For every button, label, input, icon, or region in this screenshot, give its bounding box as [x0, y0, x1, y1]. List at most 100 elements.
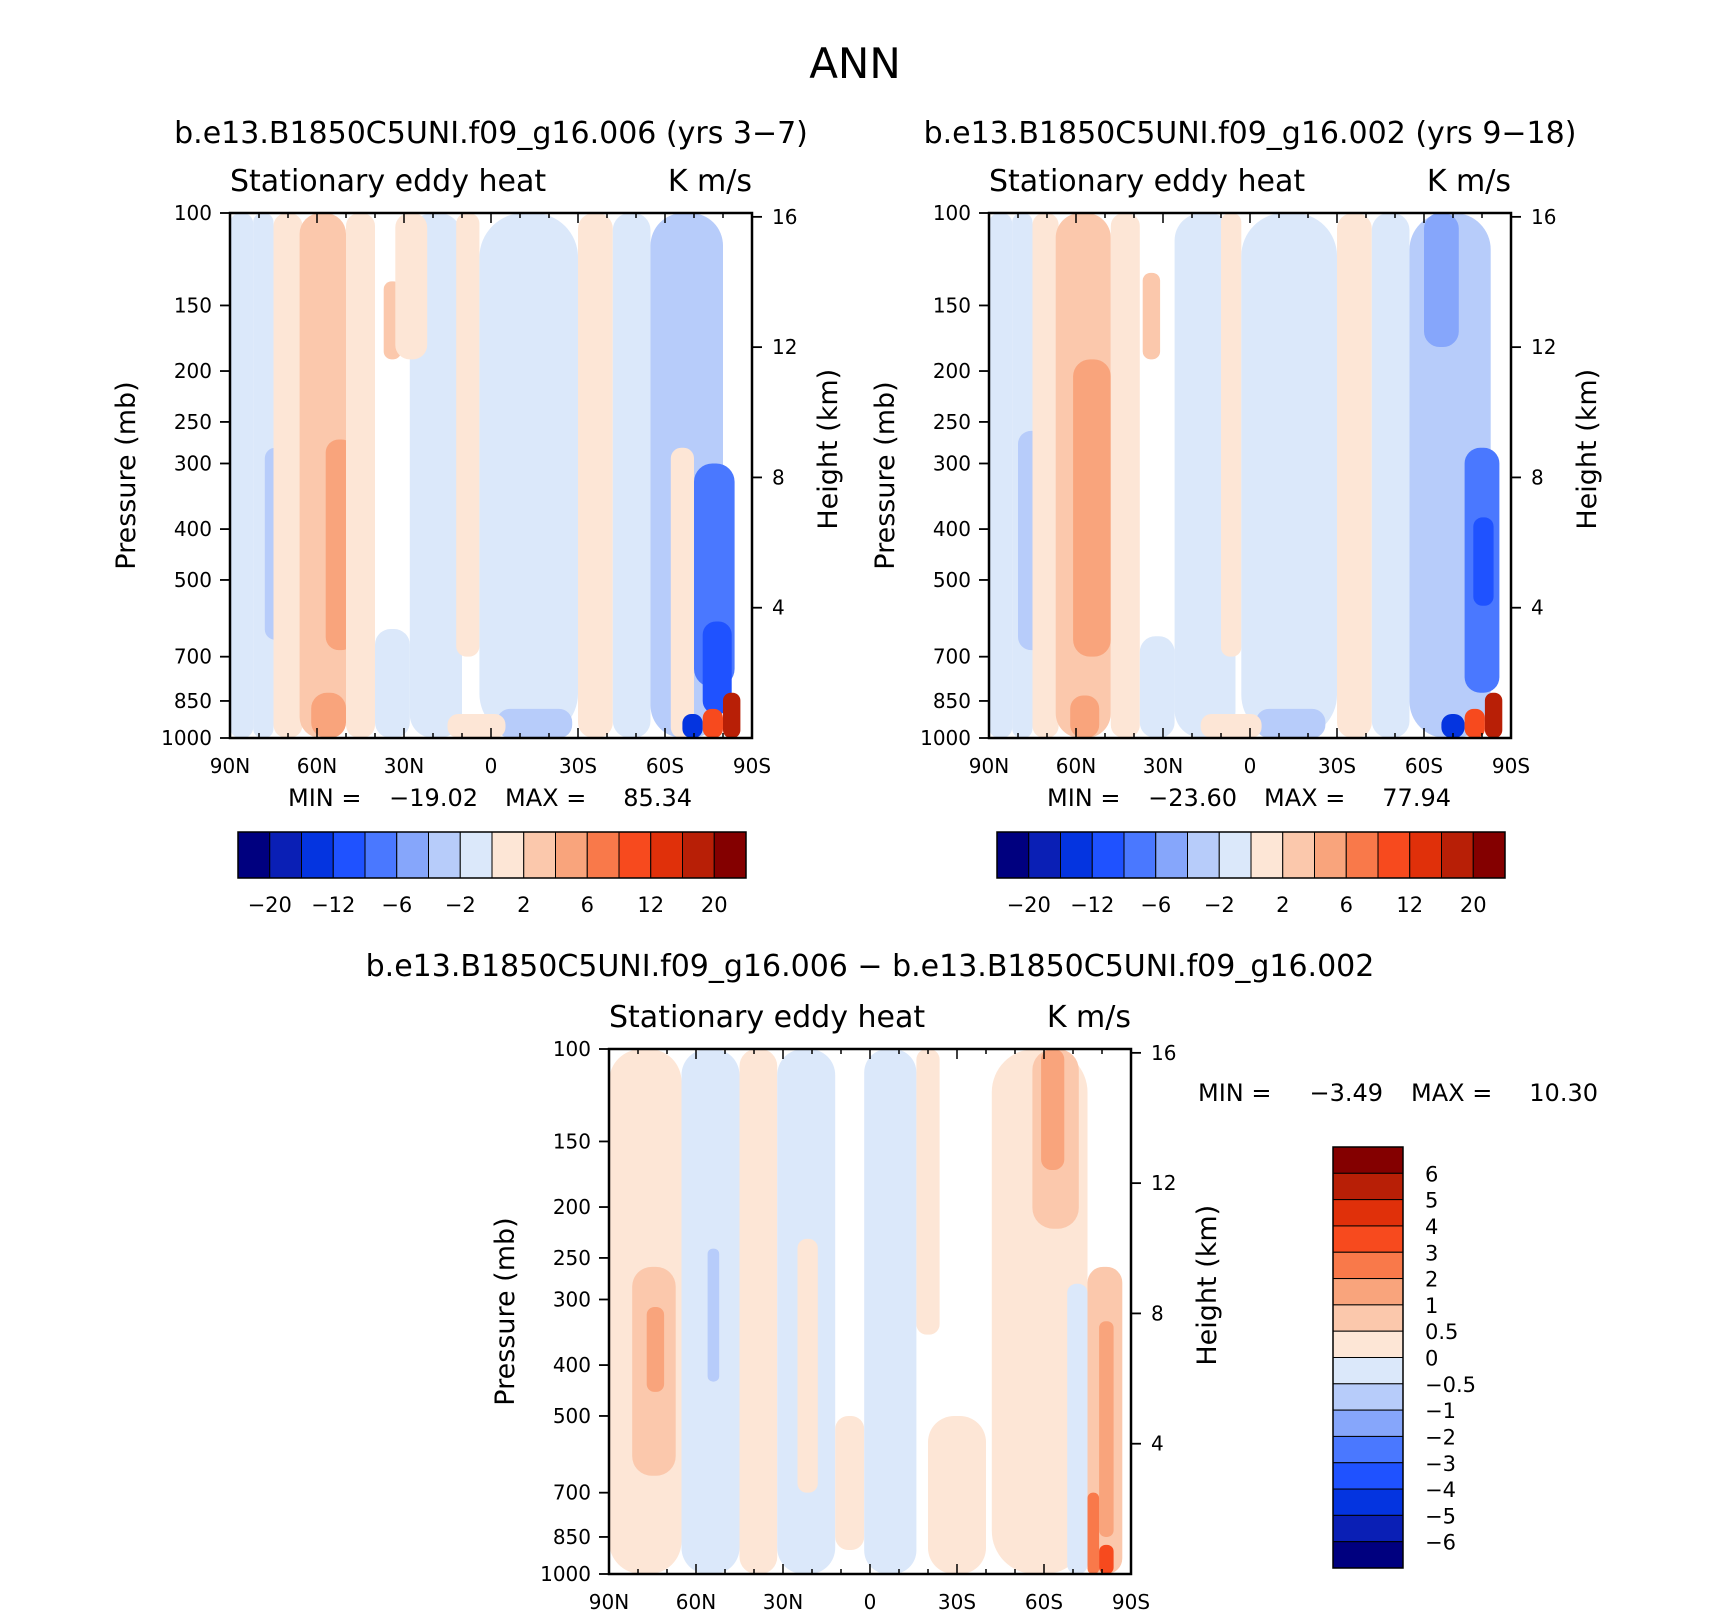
colorbar-label: 4 [1425, 1215, 1438, 1239]
colorbar-label: −2 [445, 893, 476, 917]
colorbar-label: 6 [581, 893, 594, 917]
y2-tick-label: 4 [772, 596, 785, 620]
contour-region-10 [375, 629, 410, 738]
contour-region-14 [479, 213, 578, 738]
units-label: K m/s [1427, 164, 1511, 199]
y-tick-label: 700 [553, 1481, 591, 1505]
colorbar-box [1377, 831, 1411, 879]
colorbar-box [523, 831, 556, 879]
colorbar-label: −2 [1425, 1425, 1456, 1449]
colorbar: 6 543 210.5 0−0.5−1−2 −3−4−5 −6 [1332, 1146, 1476, 1569]
colorbar-box [1332, 1462, 1404, 1490]
y-tick-label: 400 [553, 1353, 591, 1377]
y2-tick-label: 4 [1151, 1432, 1164, 1456]
y-tick-label: 700 [174, 645, 212, 669]
y2-tick-label: 8 [1151, 1301, 1164, 1325]
contour-region-6 [739, 1049, 778, 1574]
contour-region-23 [682, 713, 703, 738]
colorbar-box [1091, 831, 1125, 879]
y-tick-label: 850 [553, 1525, 591, 1549]
max-label: MAX = [1411, 1079, 1492, 1107]
contour-region-16 [1337, 213, 1372, 738]
contour-region-18 [612, 213, 651, 738]
y-tick-label: 100 [933, 201, 971, 225]
contour-region-12 [928, 1415, 986, 1574]
colorbar-box [491, 831, 525, 879]
contour-region-13 [456, 213, 480, 657]
colorbar-box [237, 831, 271, 879]
colorbar-box [555, 831, 588, 879]
y-tick-label: 200 [174, 359, 212, 383]
contour-region-20 [1099, 1544, 1114, 1574]
y-tick-label: 300 [553, 1287, 591, 1311]
x-tick-label: 60S [646, 754, 684, 778]
left-label: Stationary eddy heat [230, 164, 546, 199]
x-tick-label: 30S [938, 1590, 976, 1614]
contour-region-25 [723, 692, 741, 738]
panel-3: b.e13.B1850C5UNI.f09_g16.006 − b.e13.B18… [366, 949, 1598, 1614]
contour-region-4 [273, 213, 303, 738]
min-label: MIN = [1198, 1079, 1271, 1107]
contour-region-13 [1241, 213, 1337, 738]
colorbar-label: −12 [311, 893, 355, 917]
panel-1: b.e13.B1850C5UNI.f09_g16.006 (yrs 3−7) St… [111, 116, 844, 917]
y2-axis-title: Height (km) [813, 369, 844, 530]
colorbar-label: 0 [1425, 1347, 1438, 1371]
x-tick-label: 90S [733, 754, 771, 778]
contour-region-12 [1221, 213, 1242, 657]
colorbar-label: 20 [1460, 893, 1487, 917]
colorbar-label: 12 [1396, 893, 1423, 917]
colorbar-box [1332, 1383, 1404, 1411]
colorbar-box [332, 831, 366, 879]
contour-region-20 [670, 447, 694, 738]
colorbar-label: −20 [1007, 893, 1051, 917]
colorbar-box [1332, 1514, 1404, 1543]
colorbar-box [1332, 1199, 1404, 1227]
y-tick-label: 250 [933, 410, 971, 434]
colorbar-box [1332, 1435, 1404, 1464]
colorbar-box [1187, 831, 1220, 879]
contour-region-6 [1073, 359, 1111, 657]
figure-title: ANN [809, 39, 901, 88]
contour-region-1 [230, 213, 254, 738]
y2-axis-title: Height (km) [1192, 1205, 1223, 1366]
colorbar-box [1332, 1409, 1404, 1437]
y-axis-title: Pressure (mb) [490, 1217, 521, 1405]
x-tick-label: 0 [485, 754, 498, 778]
y-axis-title: Pressure (mb) [111, 381, 142, 569]
y-tick-label: 400 [933, 517, 971, 541]
colorbar-box [1332, 1304, 1404, 1332]
y-tick-label: 150 [174, 293, 212, 317]
colorbar-label: −4 [1425, 1478, 1456, 1502]
left-label: Stationary eddy heat [989, 164, 1305, 199]
colorbar-label: −0.5 [1425, 1373, 1476, 1397]
contour-field [989, 213, 1511, 738]
min-value: −3.49 [1309, 1079, 1383, 1107]
panel-2: b.e13.B1850C5UNI.f09_g16.002 (yrs 9−18) S… [870, 116, 1603, 917]
y-tick-label: 150 [933, 293, 971, 317]
contour-region-15 [1200, 713, 1262, 738]
colorbar-box [1123, 831, 1157, 879]
y2-tick-label: 16 [772, 205, 797, 229]
contour-region-17 [1371, 213, 1410, 738]
x-tick-label: 60S [1405, 754, 1443, 778]
colorbar-box [1282, 831, 1315, 879]
colorbar-label: 5 [1425, 1189, 1438, 1213]
y-axis-title: Pressure (mb) [870, 381, 901, 569]
colorbar-label: 3 [1425, 1241, 1438, 1265]
x-tick-label: 60N [1056, 754, 1096, 778]
contour-region-11 [1174, 213, 1236, 738]
min-label: MIN = [288, 784, 361, 812]
contour-field [230, 213, 752, 738]
max-label: MAX = [505, 784, 586, 812]
colorbar-box [1332, 1330, 1404, 1358]
x-tick-label: 30N [384, 754, 424, 778]
y-tick-label: 250 [174, 410, 212, 434]
colorbar-box [1472, 831, 1506, 879]
y-tick-label: 100 [553, 1037, 591, 1061]
contour-region-8 [797, 1238, 818, 1493]
colorbar-box [301, 831, 334, 879]
y-tick-label: 200 [933, 359, 971, 383]
units-label: K m/s [1047, 1000, 1131, 1035]
y2-tick-label: 12 [1531, 335, 1556, 359]
